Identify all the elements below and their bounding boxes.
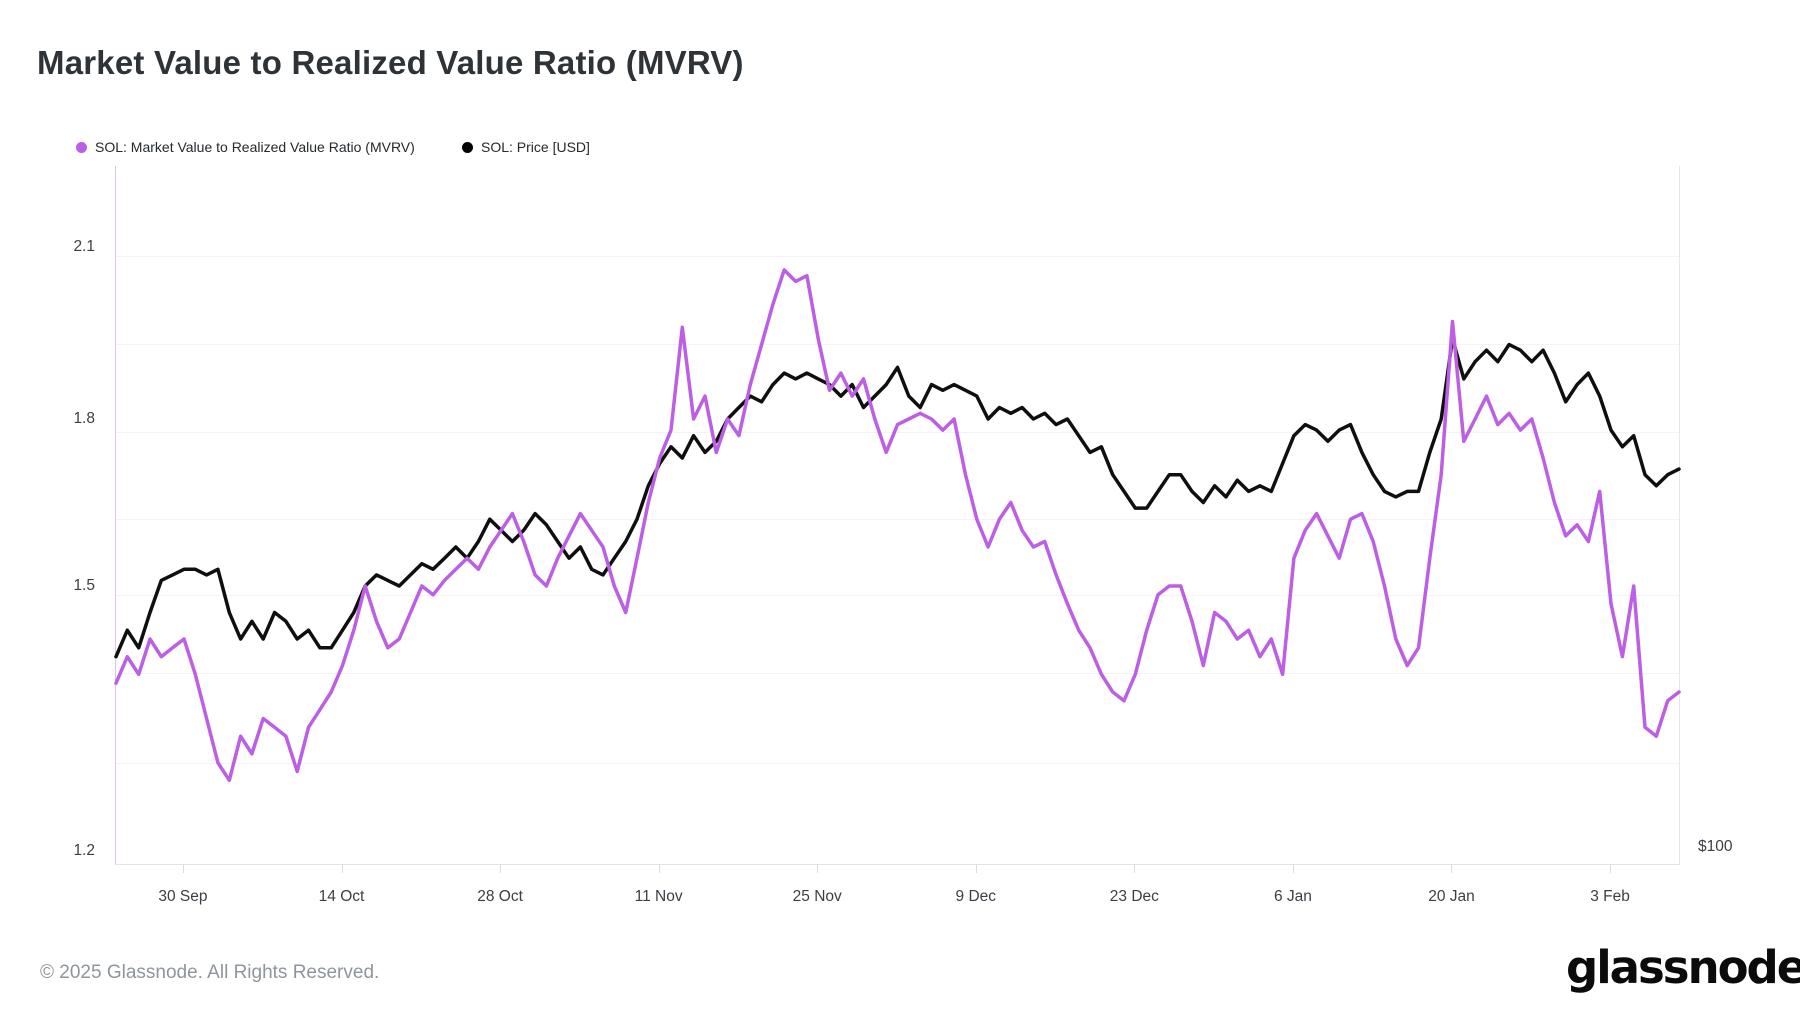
x-axis-tick-mark <box>1134 865 1136 873</box>
y2-axis-tick-label: $100 <box>1698 838 1733 855</box>
price-line <box>114 336 1681 659</box>
x-axis-tick-label: 23 Dec <box>1109 888 1159 905</box>
x-axis-tick-label: 14 Oct <box>318 888 365 905</box>
x-axis-tick-mark <box>1292 865 1294 873</box>
chart-plot-area[interactable] <box>114 166 1681 865</box>
y-axis-tick-label: 1.8 <box>73 410 95 427</box>
h-gridline <box>116 256 1679 257</box>
h-gridline <box>116 432 1679 433</box>
x-axis-tick-label: 20 Jan <box>1428 888 1475 905</box>
x-axis-tick-label: 6 Jan <box>1273 888 1312 905</box>
x-axis-tick-mark <box>1610 865 1612 873</box>
x-axis-tick-mark <box>975 865 977 873</box>
legend-item-label: SOL: Price [USD] <box>481 139 590 155</box>
copyright-text: © 2025 Glassnode. All Rights Reserved. <box>40 962 380 983</box>
mvrv-series-dot-icon <box>76 141 87 153</box>
y-axis-tick-label: 1.2 <box>73 842 95 859</box>
h-gridline <box>116 344 1679 345</box>
x-axis-tick-mark <box>182 865 184 873</box>
x-axis-tick-mark <box>341 865 343 873</box>
mvrv-line <box>114 268 1681 783</box>
x-axis-tick-label: 11 Nov <box>634 888 683 905</box>
x-axis-tick-mark <box>500 865 502 873</box>
h-gridline <box>116 673 1679 674</box>
legend-item-label: SOL: Market Value to Realized Value Rati… <box>95 139 415 155</box>
glassnode-logo: glassnode <box>1566 941 1800 994</box>
price-series-dot-icon <box>462 141 473 153</box>
y-axis-tick-label: 2.1 <box>73 238 95 255</box>
x-axis-tick-mark <box>1451 865 1453 873</box>
x-axis-tick-label: 9 Dec <box>955 888 997 905</box>
x-axis-tick-label: 3 Feb <box>1590 888 1630 905</box>
legend-item-mvrv[interactable]: SOL: Market Value to Realized Value Rati… <box>76 139 415 155</box>
h-gridline <box>116 763 1679 764</box>
x-axis-tick-mark <box>658 865 660 873</box>
x-axis-tick-label: 25 Nov <box>792 888 842 905</box>
legend-item-price[interactable]: SOL: Price [USD] <box>462 139 590 155</box>
x-axis-tick-mark <box>817 865 819 873</box>
h-gridline <box>116 595 1679 596</box>
page-title: Market Value to Realized Value Ratio (MV… <box>37 44 744 81</box>
y-axis-tick-label: 1.5 <box>73 577 95 594</box>
x-axis-tick-label: 30 Sep <box>158 888 208 905</box>
h-gridline <box>116 519 1679 520</box>
series-canvas <box>114 268 1681 783</box>
x-axis-tick-label: 28 Oct <box>477 888 523 905</box>
